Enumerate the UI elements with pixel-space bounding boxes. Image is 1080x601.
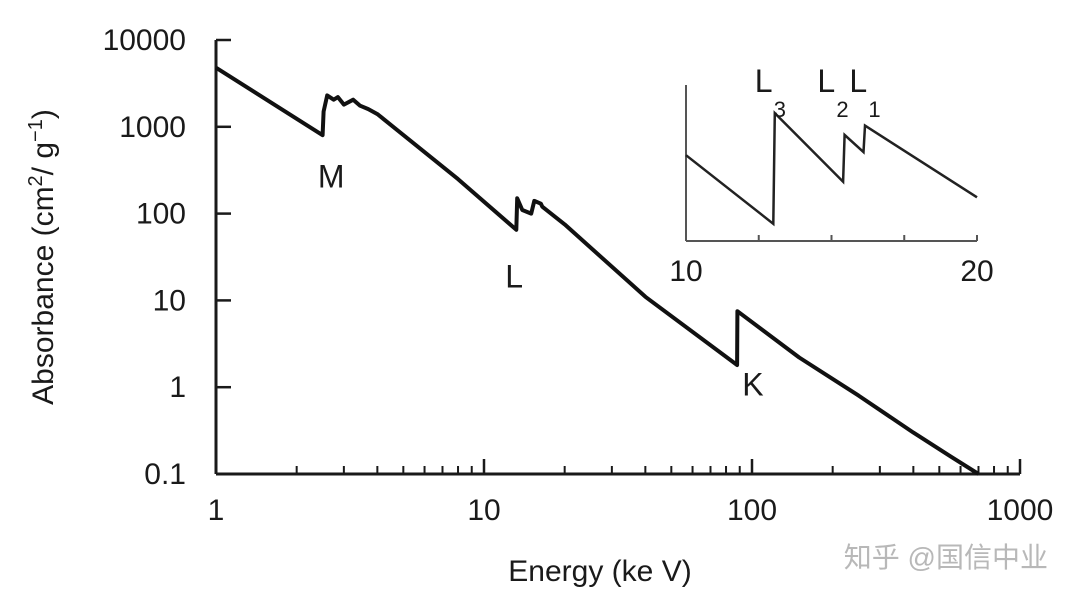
watermark: 知乎 @国信中业	[844, 542, 1048, 573]
edge-label-l: L	[505, 259, 523, 295]
y-tick-label: 100	[136, 198, 186, 231]
y-ticks: 0.1 1 10 100 1000 10000	[103, 24, 231, 491]
edge-label-m: M	[318, 158, 345, 194]
inset-label-sub: 3	[774, 97, 786, 122]
y-tick-label: 1	[169, 371, 186, 404]
inset-label-l1: L1	[849, 63, 880, 122]
inset-series	[685, 110, 978, 227]
x-tick-label: 1	[208, 494, 225, 527]
y-axis-title-end: )	[27, 109, 60, 119]
inset-label-main: L	[755, 63, 773, 99]
y-axis-title-mid: / g	[27, 142, 60, 175]
y-axis-title-sup1: 2	[25, 175, 47, 186]
inset-label-l3: L3	[755, 63, 786, 122]
y-tick-label: 10000	[103, 24, 186, 57]
inset-ticks: 10 20	[669, 235, 994, 288]
inset-label-sub: 2	[836, 97, 848, 122]
y-tick-label: 0.1	[144, 458, 186, 491]
x-ticks: 1 10 100 1000	[208, 459, 1054, 527]
inset-label-main: L	[849, 63, 867, 99]
x-tick-label: 10	[467, 494, 500, 527]
x-axis-title: Energy (ke V)	[508, 555, 691, 588]
y-axis-title: Absorbance (cm2/ g−1)	[25, 109, 60, 405]
x-tick-label: 100	[727, 494, 777, 527]
absorption-curve	[214, 66, 980, 476]
inset-x-tick-label: 10	[669, 255, 702, 288]
x-tick-label: 1000	[987, 494, 1054, 527]
y-tick-label: 1000	[119, 111, 186, 144]
y-axis-title-base: Absorbance (cm	[27, 186, 60, 404]
y-axis-title-sup2: −1	[25, 119, 47, 142]
main-series	[214, 66, 980, 476]
inset-edge-curve	[685, 110, 978, 227]
y-tick-label: 10	[153, 284, 186, 317]
edge-label-k: K	[742, 367, 763, 403]
inset-label-l2: L2	[817, 63, 848, 122]
main-annotations: M L K	[318, 158, 764, 402]
inset-label-main: L	[817, 63, 835, 99]
inset-x-tick-label: 20	[960, 255, 993, 288]
inset-label-sub: 1	[868, 97, 880, 122]
main-axes: 1 10 100 1000 0.1 1 10 100 1000 10000	[103, 24, 1054, 527]
